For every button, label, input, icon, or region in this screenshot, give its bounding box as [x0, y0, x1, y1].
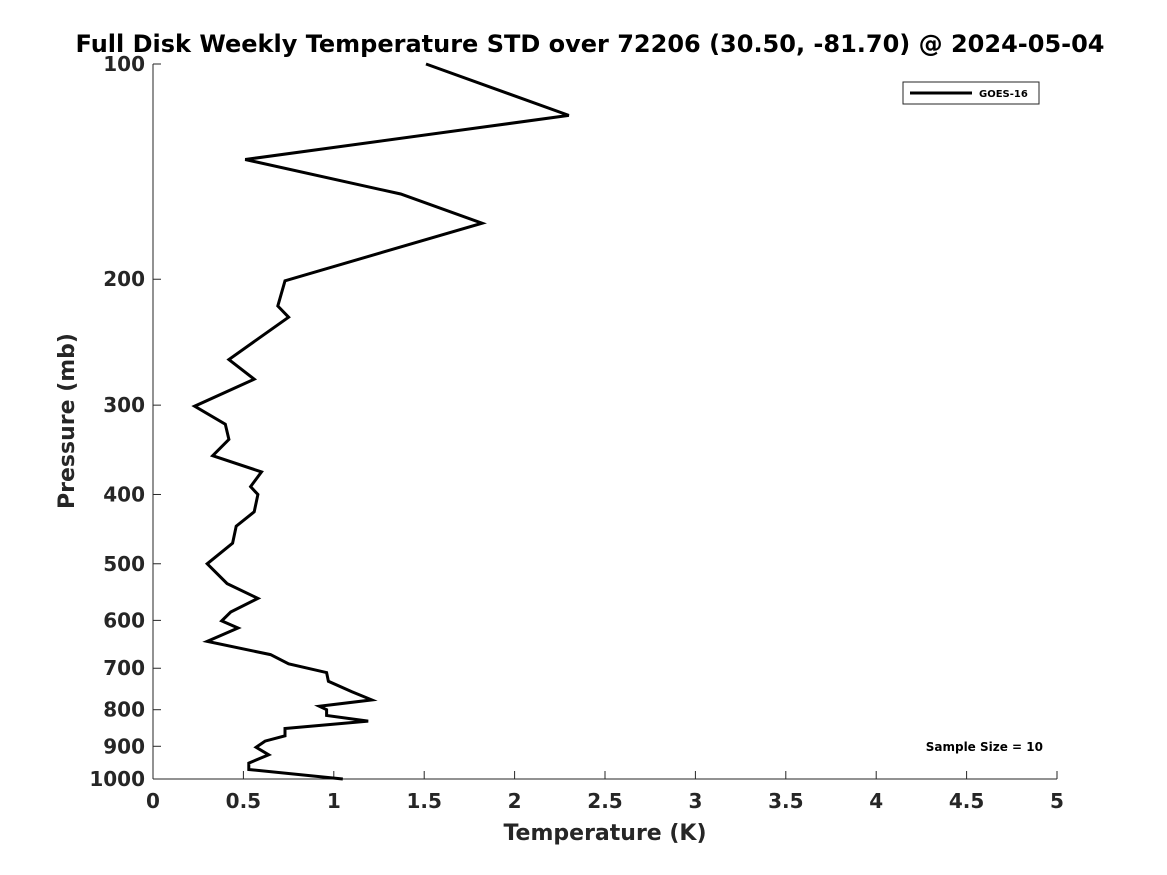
series-layer [191, 62, 570, 781]
x-tick-label: 3 [688, 789, 702, 813]
chart-title: Full Disk Weekly Temperature STD over 72… [76, 30, 1105, 58]
y-tick-label: 300 [103, 393, 145, 417]
x-ticks: 0 0.5 1 1.5 2 2.5 3 3.5 4 4.5 5 [146, 771, 1064, 813]
legend: GOES-16 [902, 81, 1040, 105]
y-tick-label: 600 [103, 608, 145, 632]
x-tick-label: 1.5 [406, 789, 441, 813]
y-ticks: 100 200 300 400 500 600 700 800 900 1000 [89, 52, 161, 791]
x-tick-label: 4 [869, 789, 883, 813]
y-tick-label: 200 [103, 267, 145, 291]
y-tick-label: 700 [103, 656, 145, 680]
y-tick-label: 400 [103, 482, 145, 506]
x-tick-label: 5 [1050, 789, 1064, 813]
x-axis-label: Temperature (K) [503, 821, 706, 846]
y-tick-label: 800 [103, 698, 145, 722]
x-tick-label: 0.5 [226, 789, 261, 813]
x-tick-label: 2 [508, 789, 522, 813]
x-tick-label: 2.5 [587, 789, 622, 813]
x-tick-label: 4.5 [949, 789, 984, 813]
y-tick-label: 1000 [89, 767, 145, 791]
x-tick-label: 3.5 [768, 789, 803, 813]
y-tick-label: 900 [103, 734, 145, 758]
sample-size-annotation: Sample Size = 10 [926, 740, 1043, 754]
y-tick-label: 500 [103, 552, 145, 576]
y-axis-label: Pressure (mb) [55, 333, 80, 509]
legend-label-goes-16: GOES-16 [979, 89, 1028, 100]
x-tick-label: 0 [146, 789, 160, 813]
x-tick-label: 1 [327, 789, 341, 813]
series-line-goes-16 [191, 62, 570, 781]
y-tick-label: 100 [103, 52, 145, 76]
